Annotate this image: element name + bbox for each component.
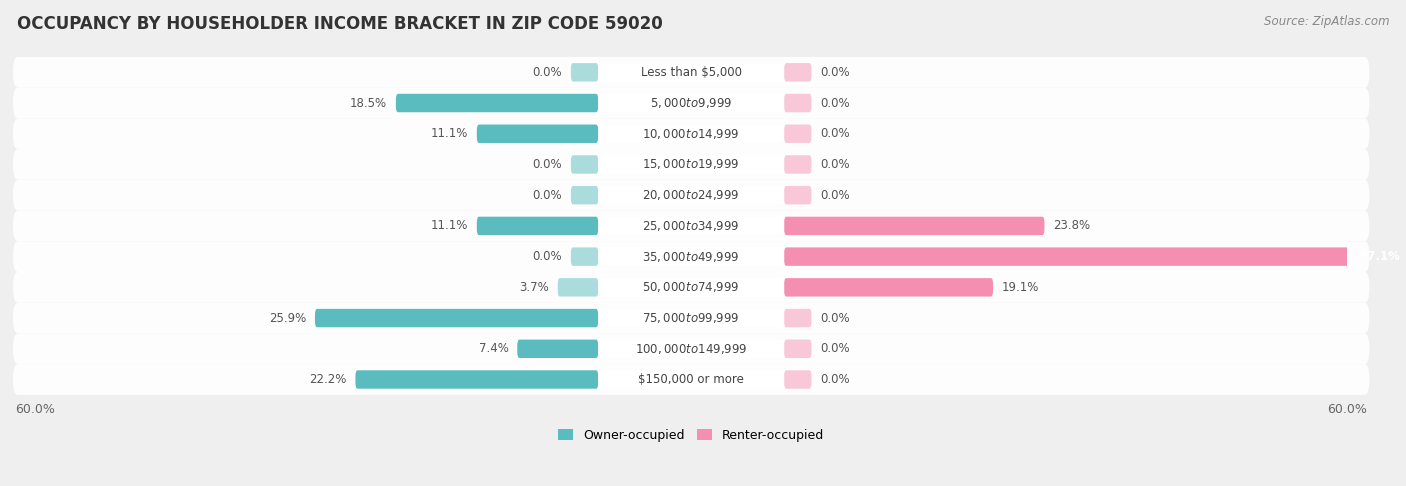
Text: 22.2%: 22.2%	[309, 373, 347, 386]
Text: 19.1%: 19.1%	[1002, 281, 1039, 294]
Text: $20,000 to $24,999: $20,000 to $24,999	[643, 188, 740, 202]
Text: 0.0%: 0.0%	[533, 250, 562, 263]
Text: $150,000 or more: $150,000 or more	[638, 373, 744, 386]
FancyBboxPatch shape	[315, 309, 598, 327]
FancyBboxPatch shape	[13, 149, 1369, 180]
FancyBboxPatch shape	[13, 87, 1369, 119]
Text: 0.0%: 0.0%	[820, 373, 849, 386]
Text: 0.0%: 0.0%	[533, 66, 562, 79]
FancyBboxPatch shape	[571, 186, 598, 205]
FancyBboxPatch shape	[517, 340, 598, 358]
FancyBboxPatch shape	[13, 364, 1369, 395]
FancyBboxPatch shape	[396, 94, 598, 112]
FancyBboxPatch shape	[598, 186, 785, 205]
Text: 0.0%: 0.0%	[820, 312, 849, 325]
FancyBboxPatch shape	[785, 309, 811, 327]
FancyBboxPatch shape	[598, 370, 785, 389]
FancyBboxPatch shape	[785, 340, 811, 358]
Text: 57.1%: 57.1%	[1360, 250, 1400, 263]
Text: $10,000 to $14,999: $10,000 to $14,999	[643, 127, 740, 141]
FancyBboxPatch shape	[13, 272, 1369, 303]
Text: 0.0%: 0.0%	[820, 66, 849, 79]
FancyBboxPatch shape	[13, 180, 1369, 210]
Text: 0.0%: 0.0%	[820, 158, 849, 171]
Text: $50,000 to $74,999: $50,000 to $74,999	[643, 280, 740, 295]
Text: Less than $5,000: Less than $5,000	[641, 66, 742, 79]
Text: 11.1%: 11.1%	[430, 127, 468, 140]
FancyBboxPatch shape	[558, 278, 598, 296]
FancyBboxPatch shape	[13, 333, 1369, 364]
FancyBboxPatch shape	[598, 155, 785, 174]
FancyBboxPatch shape	[598, 124, 785, 143]
FancyBboxPatch shape	[785, 124, 811, 143]
Text: 0.0%: 0.0%	[820, 189, 849, 202]
Text: 0.0%: 0.0%	[820, 342, 849, 355]
FancyBboxPatch shape	[598, 309, 785, 327]
FancyBboxPatch shape	[571, 63, 598, 82]
Text: 25.9%: 25.9%	[269, 312, 307, 325]
FancyBboxPatch shape	[598, 247, 785, 266]
FancyBboxPatch shape	[785, 247, 1406, 266]
FancyBboxPatch shape	[477, 217, 598, 235]
FancyBboxPatch shape	[785, 217, 1045, 235]
FancyBboxPatch shape	[13, 303, 1369, 333]
Text: 0.0%: 0.0%	[820, 97, 849, 109]
FancyBboxPatch shape	[785, 155, 811, 174]
FancyBboxPatch shape	[598, 278, 785, 296]
FancyBboxPatch shape	[785, 63, 811, 82]
FancyBboxPatch shape	[571, 155, 598, 174]
Text: $75,000 to $99,999: $75,000 to $99,999	[643, 311, 740, 325]
FancyBboxPatch shape	[598, 340, 785, 358]
FancyBboxPatch shape	[598, 63, 785, 82]
Text: $35,000 to $49,999: $35,000 to $49,999	[643, 250, 740, 263]
FancyBboxPatch shape	[356, 370, 598, 389]
FancyBboxPatch shape	[13, 210, 1369, 241]
FancyBboxPatch shape	[13, 241, 1369, 272]
Text: 11.1%: 11.1%	[430, 219, 468, 232]
FancyBboxPatch shape	[598, 217, 785, 235]
Legend: Owner-occupied, Renter-occupied: Owner-occupied, Renter-occupied	[553, 424, 830, 447]
Text: 23.8%: 23.8%	[1053, 219, 1090, 232]
Text: $15,000 to $19,999: $15,000 to $19,999	[643, 157, 740, 172]
FancyBboxPatch shape	[785, 278, 993, 296]
Text: Source: ZipAtlas.com: Source: ZipAtlas.com	[1264, 15, 1389, 28]
Text: 3.7%: 3.7%	[519, 281, 548, 294]
Text: 7.4%: 7.4%	[478, 342, 509, 355]
Text: $100,000 to $149,999: $100,000 to $149,999	[636, 342, 748, 356]
Text: 0.0%: 0.0%	[820, 127, 849, 140]
FancyBboxPatch shape	[571, 247, 598, 266]
FancyBboxPatch shape	[477, 124, 598, 143]
Text: 18.5%: 18.5%	[350, 97, 387, 109]
Text: $25,000 to $34,999: $25,000 to $34,999	[643, 219, 740, 233]
FancyBboxPatch shape	[13, 119, 1369, 149]
Text: $5,000 to $9,999: $5,000 to $9,999	[650, 96, 733, 110]
FancyBboxPatch shape	[13, 57, 1369, 87]
FancyBboxPatch shape	[598, 94, 785, 112]
FancyBboxPatch shape	[785, 370, 811, 389]
Text: 0.0%: 0.0%	[533, 158, 562, 171]
FancyBboxPatch shape	[785, 186, 811, 205]
Text: 0.0%: 0.0%	[533, 189, 562, 202]
FancyBboxPatch shape	[785, 94, 811, 112]
Text: OCCUPANCY BY HOUSEHOLDER INCOME BRACKET IN ZIP CODE 59020: OCCUPANCY BY HOUSEHOLDER INCOME BRACKET …	[17, 15, 662, 33]
